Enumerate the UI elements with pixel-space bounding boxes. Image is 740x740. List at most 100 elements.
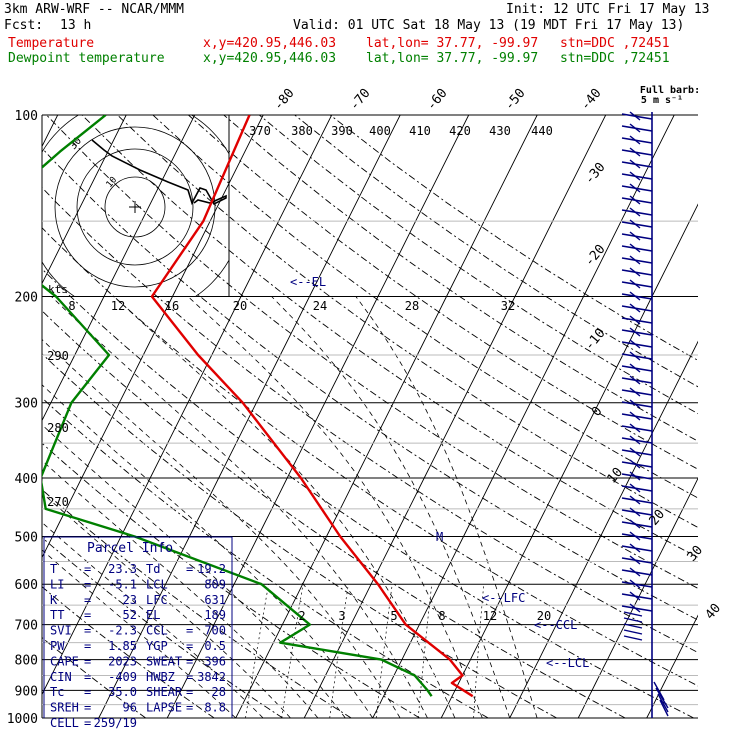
- parcel-eq-ccl: =: [186, 624, 193, 638]
- hodograph-ring-1: [76, 148, 194, 266]
- parcel-key-t: T: [50, 562, 57, 576]
- fcst-value: 13 h: [60, 18, 92, 33]
- isotherm-label-50: -50: [502, 86, 529, 114]
- isotherm-20: [440, 203, 698, 719]
- parcel-eq-sweat: =: [186, 654, 193, 668]
- parcel-eq-k: =: [84, 593, 91, 607]
- legend-temperature-coords: x,y=420.95,446.03: [203, 36, 337, 51]
- parcel-eq-shear: =: [186, 685, 193, 699]
- theta-label-390: 390: [331, 124, 353, 138]
- wind-barb-34: [621, 521, 653, 528]
- wind-barb-flag-11: [629, 243, 641, 253]
- wind-barb-flag-29: [629, 459, 641, 469]
- isotherm-10: [372, 115, 675, 719]
- fcst-label: Fcst:: [4, 18, 44, 33]
- parcel-eq-li: =: [84, 577, 91, 591]
- mixing-ratio-label-20: 20: [537, 609, 551, 623]
- hodograph-radius-label-28: 28: [405, 299, 419, 313]
- wind-barb-33: [621, 509, 653, 516]
- wind-barb-2: [621, 137, 653, 144]
- wind-barb-25: [621, 413, 653, 420]
- parcel-value-sweat: 396: [204, 654, 226, 668]
- parcel-value-lcl: 809: [204, 577, 226, 591]
- theta-label-370: 370: [249, 124, 271, 138]
- wind-barb-21: [621, 365, 653, 372]
- wind-barb-flag-28: [629, 447, 641, 457]
- parcel-eq-cell: =: [84, 716, 91, 730]
- wind-barb-1: [621, 125, 653, 132]
- parcel-key-tt: TT: [50, 608, 64, 622]
- wind-barb-3: [621, 149, 653, 156]
- parcel-key-sreh: SREH: [50, 701, 79, 715]
- pressure-label-500: 500: [15, 530, 38, 545]
- wind-barb-flag-14: [629, 279, 641, 289]
- parcel-eq-sreh: =: [84, 701, 91, 715]
- parcel-key-tc: Tc: [50, 685, 64, 699]
- temperature-profile-line: [150, 115, 474, 698]
- parcel-value-sreh: 96: [123, 701, 137, 715]
- wind-barb-flag-31: [629, 483, 641, 493]
- wind-barb-15: [621, 293, 653, 300]
- theta-label-380: 380: [291, 124, 313, 138]
- wind-barb-11: [621, 245, 653, 252]
- wind-barb-low-630: [623, 629, 643, 635]
- wind-barb-24: [621, 401, 653, 408]
- wind-barb-low-618: [623, 617, 643, 623]
- mixing-ratio-line-12: [417, 584, 433, 719]
- moist-adiabat--10: [42, 549, 236, 719]
- hodograph-ring-label-10: 10: [105, 175, 120, 190]
- hodograph-trace: [91, 139, 227, 206]
- wind-barb-flag-4: [629, 159, 641, 169]
- parcel-key-li: LI: [50, 577, 64, 591]
- isotherm-label-80: -80: [271, 86, 298, 114]
- parcel-key-td: Td: [146, 562, 160, 576]
- wind-barb-30: [621, 473, 653, 480]
- parcel-key-k: K: [50, 593, 58, 607]
- hodograph-ring-2: [54, 126, 216, 288]
- wind-barb-flag-32: [629, 495, 641, 505]
- parcel-info-frame: [43, 536, 233, 718]
- parcel-eq-ygp: =: [186, 639, 193, 653]
- isotherm-label-r-20: -20: [582, 242, 609, 270]
- parcel-key-cape: CAPE: [50, 654, 79, 668]
- parcel-value-tt: 52: [123, 608, 137, 622]
- parcel-value-pw: 1.85: [108, 639, 137, 653]
- wind-barb-flag-26: [629, 423, 641, 433]
- mixing-ratio-label-5: 5: [390, 609, 397, 623]
- wind-barb-10: [621, 233, 653, 240]
- isotherm-label-r-30: -30: [582, 160, 609, 188]
- mixing-ratio-label-8: 8: [438, 609, 445, 623]
- wind-barb-flag-20: [629, 351, 641, 361]
- wind-barb-flag-27: [629, 435, 641, 445]
- dry-adiabat-300: [42, 397, 489, 719]
- hodograph-radius-label-12: 12: [111, 299, 125, 313]
- wind-barb-flag-24: [629, 399, 641, 409]
- parcel-eq-tc: =: [84, 685, 91, 699]
- barb-legend-line2: 5 m s⁻¹: [641, 95, 683, 106]
- theta-label-400: 400: [369, 124, 391, 138]
- moist-adiabat-30: [271, 296, 511, 719]
- parcel-value-el: 189: [204, 608, 226, 622]
- parcel-eq-pw: =: [84, 639, 91, 653]
- wind-barb-flag-37: [629, 555, 641, 565]
- mixing-ratio-line-8: [375, 584, 393, 719]
- wind-barb-flag-19: [629, 339, 641, 349]
- legend-temperature-latlon: lat,lon= 37.77, -99.97: [366, 36, 539, 51]
- wind-barb-flag-10: [629, 231, 641, 241]
- wind-barb-low-636: [623, 635, 643, 641]
- wind-barb-flag-15: [629, 291, 641, 301]
- wind-barb-8: [621, 209, 653, 216]
- parcel-value-lapse: 8.8: [204, 701, 226, 715]
- hodograph-radius-label-16: 16: [165, 299, 179, 313]
- annotation-lfc: <--LFC: [482, 591, 525, 605]
- wind-barb-flag-35: [629, 531, 641, 541]
- theta-label-410: 410: [409, 124, 431, 138]
- parcel-value-li: -5.1: [108, 577, 137, 591]
- parcel-key-ccl: CCL: [146, 624, 168, 638]
- isotherm-label-40: -40: [578, 86, 605, 114]
- wind-barb-27: [621, 437, 653, 444]
- parcel-key-lapse: LAPSE: [146, 701, 182, 715]
- wind-barb-32: [621, 497, 653, 504]
- wind-barb-sfc-2: [657, 693, 669, 713]
